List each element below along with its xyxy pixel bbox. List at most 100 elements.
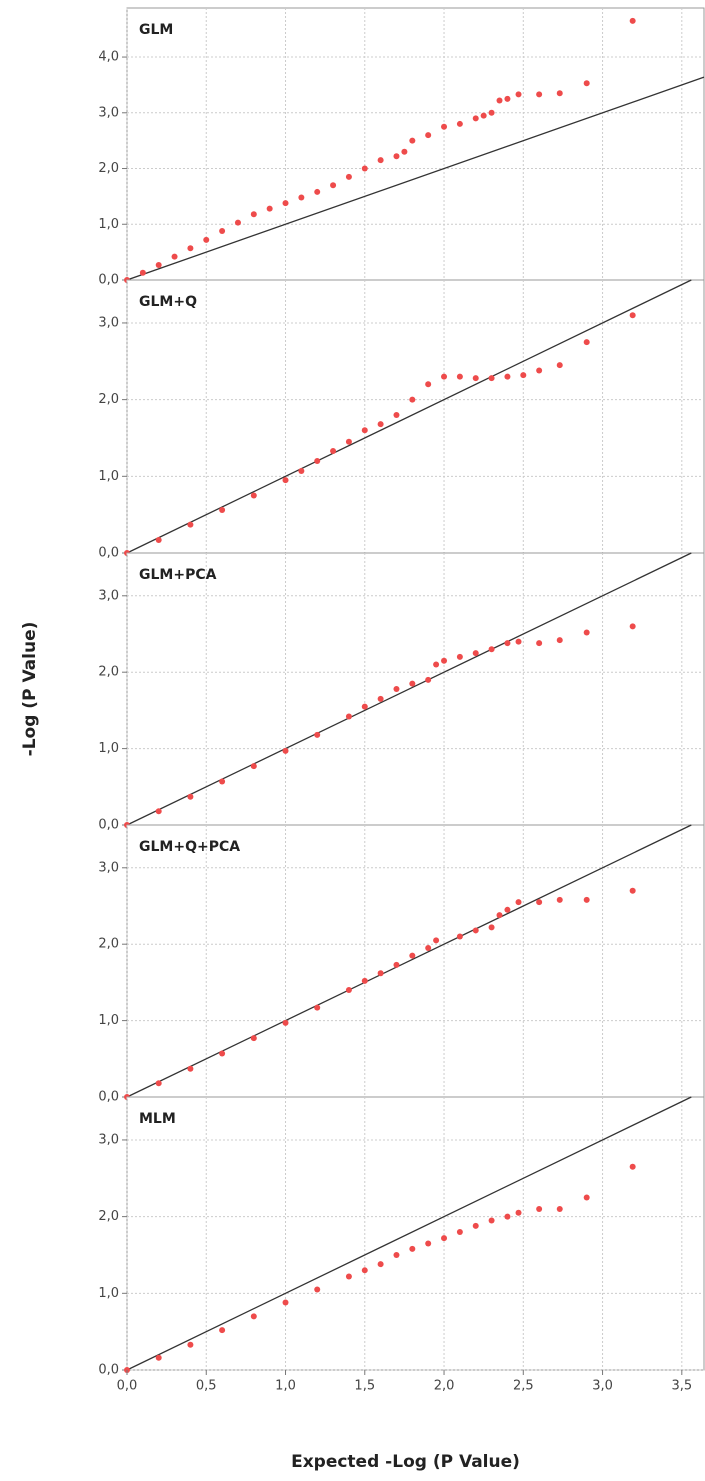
y-tick-label: 1,0 (98, 217, 119, 232)
point (433, 661, 440, 668)
point (504, 640, 511, 647)
y-tick-label: 2,0 (98, 161, 119, 176)
point (515, 1209, 522, 1216)
point (171, 253, 178, 260)
point (488, 375, 495, 382)
point (583, 339, 590, 346)
point (425, 381, 432, 388)
point (219, 227, 226, 234)
y-tick-label: 1,0 (98, 1013, 119, 1028)
panel-title: GLM (139, 22, 173, 38)
point (425, 1240, 432, 1247)
plot-area (126, 824, 705, 1098)
point (314, 1004, 321, 1011)
point (345, 173, 352, 180)
x-tick-label: 0,5 (196, 1379, 217, 1394)
y-tick-label: 4,0 (98, 50, 119, 65)
point (187, 521, 194, 528)
y-tick-label: 2,0 (98, 1209, 119, 1224)
point (556, 90, 563, 97)
point (314, 1286, 321, 1293)
point (441, 1235, 448, 1242)
point (345, 713, 352, 720)
point (472, 375, 479, 382)
y-tick-label: 3,0 (98, 315, 119, 330)
point (393, 411, 400, 418)
point (515, 899, 522, 906)
point (282, 1019, 289, 1026)
reference-line (126, 1096, 692, 1371)
point (361, 427, 368, 434)
point (409, 680, 416, 687)
point (456, 373, 463, 380)
point (456, 120, 463, 127)
point (488, 1217, 495, 1224)
y-tick-label: 0,0 (98, 273, 119, 288)
point (433, 937, 440, 944)
point (298, 194, 305, 201)
point (219, 778, 226, 785)
x-tick-label: 2,5 (513, 1379, 534, 1394)
point (155, 261, 162, 268)
panel-title: GLM+PCA (139, 567, 217, 583)
point (425, 676, 432, 683)
point (488, 109, 495, 116)
point (393, 686, 400, 692)
point (504, 906, 511, 913)
y-tick-label: 2,0 (98, 392, 119, 407)
point (377, 970, 384, 977)
point (250, 1035, 257, 1042)
y-tick-label: 1,0 (98, 741, 119, 756)
y-tick-label: 3,0 (98, 588, 119, 603)
point (266, 205, 273, 212)
point (219, 507, 226, 514)
point (361, 165, 368, 172)
x-tick-label: 3,5 (671, 1379, 692, 1394)
x-tick-label: 0,0 (117, 1379, 138, 1394)
point (401, 148, 408, 155)
point (282, 477, 289, 484)
point (361, 977, 368, 984)
point (629, 887, 636, 894)
x-axis-label: Expected -Log (P Value) (291, 1452, 520, 1472)
point (345, 987, 352, 994)
y-tick-label: 2,0 (98, 937, 119, 952)
point (556, 896, 563, 903)
y-tick-label: 3,0 (98, 860, 119, 875)
point (425, 132, 432, 139)
point (282, 200, 289, 207)
point (583, 896, 590, 903)
point (314, 731, 321, 738)
point (393, 961, 400, 968)
point (250, 211, 257, 218)
point (155, 808, 162, 815)
point (496, 912, 503, 919)
point (504, 1213, 511, 1220)
point (583, 80, 590, 87)
point (456, 653, 463, 660)
point (472, 1222, 479, 1229)
point (377, 1261, 384, 1268)
point (139, 269, 146, 276)
point (504, 373, 511, 380)
point (409, 137, 416, 144)
point (234, 219, 241, 226)
y-tick-label: 0,0 (98, 546, 119, 561)
point (155, 1080, 162, 1087)
point (488, 924, 495, 931)
plot-area (126, 1096, 705, 1371)
plot-area (126, 279, 705, 554)
y-tick-label: 2,0 (98, 665, 119, 680)
x-tick-label: 1,0 (275, 1379, 296, 1394)
point (629, 312, 636, 319)
point (377, 157, 384, 164)
point (441, 123, 448, 130)
point (515, 638, 522, 645)
panel-title: GLM+Q+PCA (139, 839, 240, 855)
point (282, 1299, 289, 1306)
point (187, 1065, 194, 1072)
point (409, 396, 416, 403)
y-tick-label: 1,0 (98, 1286, 119, 1301)
point (556, 1205, 563, 1212)
x-tick-label: 2,0 (434, 1379, 455, 1394)
